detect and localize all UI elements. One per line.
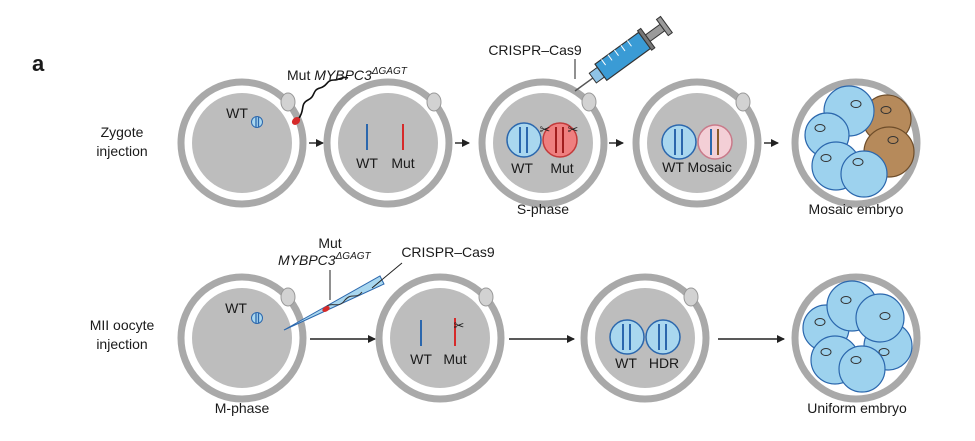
row1-cell3-zygote: ✂ ✂ WT Mut (478, 78, 608, 208)
row2-uniform-embryo (791, 273, 921, 403)
syringe-icon (574, 15, 673, 92)
row2-cell1-wt-label: WT (225, 300, 247, 316)
row1-cell4-zygote: WT Mosaic (632, 78, 762, 208)
row1-cell1-zygote: WT (177, 78, 307, 208)
row2-cell3-hdr-label: HDR (649, 355, 679, 371)
blastomere (840, 150, 888, 198)
row2-cell2-oocyte: ✂ WT Mut (375, 273, 505, 403)
row1-mosaic-embryo (791, 78, 921, 208)
row2-crispr-label: CRISPR–Cas9 (401, 244, 495, 260)
pronucleus-wt (251, 116, 263, 128)
row2-cell3-zygote: WT HDR (580, 273, 710, 403)
sperm-label: Mut MYBPC3ΔGAGT (287, 66, 408, 83)
polar-body (280, 92, 296, 112)
mosaic-embryo-caption: Mosaic embryo (809, 201, 904, 217)
row1-cell3-wt-label: WT (511, 160, 533, 176)
row1-label-line1: Zygote (101, 124, 144, 140)
row1-cell1-wt-label: WT (226, 105, 248, 121)
row2-cell3-wt-label: WT (615, 355, 637, 371)
scissors-icon: ✂ (454, 318, 465, 333)
row2-label-line2: injection (96, 336, 147, 352)
row2-cell1-oocyte: WT (177, 273, 307, 403)
row2-label-line1: MII oocyte (90, 317, 155, 333)
sperm-head (291, 117, 301, 125)
pronucleus-mosaic (697, 124, 733, 160)
row1-cell2-wt-label: WT (356, 155, 378, 171)
row1-label-line2: injection (96, 143, 147, 159)
crispr-leader-line (371, 262, 403, 289)
row1-cell2-zygote: WT Mut (323, 78, 453, 208)
row1-cell4-label: WT Mosaic (662, 159, 732, 175)
row2-cell2-wt-label: WT (410, 351, 432, 367)
row1-cell3-mut-label: Mut (550, 160, 573, 176)
row2-mut-label: Mut (318, 235, 341, 251)
scissors-icon: ✂ (568, 122, 579, 137)
row1-crispr-label: CRISPR–Cas9 (488, 42, 582, 58)
panel-label: a (32, 51, 45, 76)
row2-cell2-mut-label: Mut (443, 351, 466, 367)
pronucleus-mut (542, 122, 578, 158)
row2-gene-label: MYBPC3ΔGAGT (278, 251, 372, 268)
cytoplasm (192, 93, 292, 193)
pronucleus-wt (506, 122, 542, 158)
s-phase-caption: S-phase (517, 201, 569, 217)
row1-cell2-mut-label: Mut (391, 155, 414, 171)
injection-pipette-icon (283, 275, 385, 331)
uniform-embryo-caption: Uniform embryo (807, 400, 907, 416)
scissors-icon: ✂ (540, 122, 551, 137)
sperm (291, 76, 349, 125)
m-phase-caption: M-phase (215, 400, 270, 416)
